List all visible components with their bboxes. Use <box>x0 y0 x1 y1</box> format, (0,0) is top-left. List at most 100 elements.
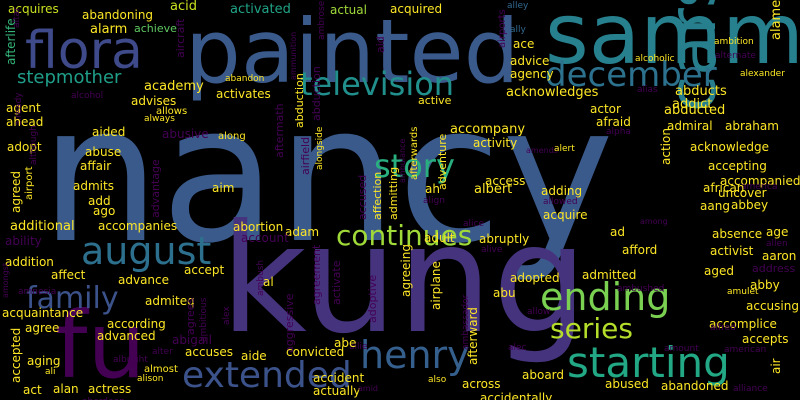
cloud-word: agent <box>6 101 41 115</box>
cloud-word: american <box>724 345 767 355</box>
cloud-word: always <box>144 114 175 124</box>
cloud-word: abused <box>605 377 649 391</box>
cloud-word: addict <box>672 97 713 112</box>
cloud-word: america <box>741 182 778 192</box>
cloud-word: accuses <box>185 345 234 359</box>
cloud-word: alec <box>508 343 527 353</box>
cloud-word: al <box>263 275 274 289</box>
cloud-word: abandon <box>225 74 265 84</box>
cloud-word: alpha <box>606 127 631 137</box>
cloud-word: advantage <box>149 159 162 218</box>
cloud-word: academy <box>144 79 204 94</box>
cloud-word: alcohol <box>71 91 104 101</box>
cloud-word: admitting <box>387 166 400 220</box>
cloud-word: abduction <box>310 66 323 121</box>
cloud-word: access <box>485 174 526 188</box>
cloud-word: aircraft <box>174 18 187 58</box>
cloud-word: advance <box>118 273 170 287</box>
cloud-word: ending <box>540 275 671 319</box>
cloud-word: acquires <box>8 2 59 16</box>
cloud-word: aftermath <box>273 103 286 158</box>
cloud-word: convicted <box>286 345 345 359</box>
cloud-word: allow <box>527 307 551 317</box>
cloud-word: abduction <box>293 73 306 128</box>
cloud-word: activated <box>230 2 291 17</box>
cloud-word: ambrose <box>317 0 327 40</box>
cloud-word: aim <box>212 181 235 195</box>
cloud-word: additional <box>10 219 75 234</box>
cloud-word: fu <box>55 292 146 399</box>
cloud-word: accompanies <box>98 219 178 233</box>
cloud-word: alert <box>554 144 575 154</box>
cloud-word: aided <box>92 125 126 139</box>
cloud-word: admitted <box>582 268 637 282</box>
cloud-word: according <box>107 317 166 331</box>
cloud-word: acknowledges <box>506 85 599 100</box>
cloud-word: ad <box>610 225 625 239</box>
cloud-word: actress <box>88 382 132 396</box>
cloud-word: alan <box>53 382 79 396</box>
cloud-word: alter <box>152 347 173 357</box>
cloud-word: aid <box>374 36 387 53</box>
cloud-word: adam <box>285 225 320 239</box>
cloud-word: abu <box>493 286 516 300</box>
cloud-word: henry <box>360 333 470 377</box>
cloud-word: alley <box>507 1 529 11</box>
cloud-word: afterward <box>466 307 480 365</box>
cloud-word: along <box>218 131 246 142</box>
cloud-word: aang <box>700 199 730 213</box>
cloud-word: admiral <box>667 119 713 133</box>
cloud-word: aide <box>241 349 267 363</box>
cloud-word: agency <box>510 67 554 81</box>
cloud-word: abusive <box>162 127 209 141</box>
cloud-word: activate <box>330 260 343 306</box>
cloud-word: accept <box>184 263 225 277</box>
cloud-word: afraid <box>596 115 631 129</box>
cloud-word: advanced <box>97 329 156 343</box>
cloud-word: agree <box>25 321 60 335</box>
cloud-word: actor <box>590 102 621 116</box>
cloud-word: acid <box>170 0 197 14</box>
cloud-word: ambition <box>714 37 754 47</box>
cloud-word: activates <box>216 87 271 101</box>
cloud-word: age <box>766 225 789 239</box>
cloud-word: almost <box>144 364 178 375</box>
cloud-word: abuse <box>85 145 122 159</box>
cloud-word: abbey <box>731 198 769 212</box>
cloud-word: allen <box>766 239 788 249</box>
cloud-word: continues <box>336 219 473 252</box>
cloud-word: accusing <box>746 299 799 313</box>
cloud-word: ali <box>45 367 56 377</box>
cloud-word: actual <box>330 3 367 17</box>
cloud-word: august <box>81 229 212 273</box>
cloud-word: accidentally <box>480 391 553 400</box>
cloud-word: alias <box>637 85 658 95</box>
cloud-word: alice <box>463 219 485 229</box>
cloud-word: accident <box>313 371 365 385</box>
cloud-word: family <box>26 281 119 316</box>
cloud-word: afford <box>622 243 658 257</box>
cloud-word: achieve <box>134 22 177 35</box>
cloud-word: adult <box>424 231 455 245</box>
cloud-word: affair <box>80 159 112 173</box>
cloud-word: amulet <box>727 287 759 297</box>
cloud-word: acquired <box>390 2 443 16</box>
cloud-word: amnesia <box>18 287 57 297</box>
cloud-word: agreeing <box>399 244 413 297</box>
cloud-word: agreement <box>310 244 323 305</box>
cloud-word: activity <box>473 136 518 150</box>
cloud-word: accepts <box>742 332 789 346</box>
cloud-word: ability <box>5 234 42 248</box>
cloud-word: aaron <box>762 249 797 263</box>
cloud-word: abby <box>750 278 780 292</box>
cloud-word: ah <box>425 182 440 196</box>
cloud-word: accomplice <box>709 317 777 331</box>
cloud-word: accepting <box>708 159 767 173</box>
cloud-word: abigail <box>172 333 212 347</box>
cloud-word: uncover <box>718 186 767 200</box>
cloud-word: agreed <box>9 170 23 213</box>
cloud-word: amount <box>664 344 699 354</box>
cloud-word: adopted <box>510 271 560 285</box>
cloud-word: alliance <box>733 384 768 394</box>
cloud-word: among <box>640 217 668 226</box>
